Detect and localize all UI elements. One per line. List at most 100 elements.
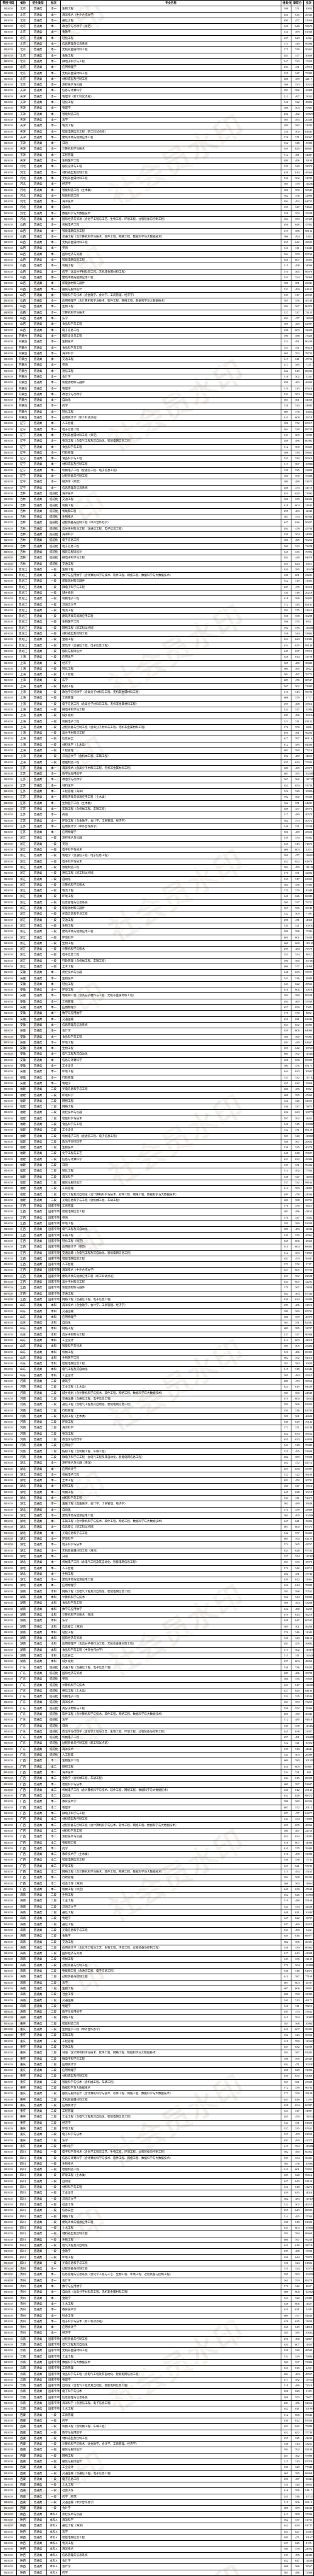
table-row: B10158福建普通类二段食品科学与工程546515108380 xyxy=(1,1122,314,1128)
cell: B10158 xyxy=(1,777,17,783)
cell: 29218 xyxy=(304,415,314,421)
cell: 634 xyxy=(291,1431,304,1437)
cell: 118865 xyxy=(304,1133,314,1139)
cell: 109847 xyxy=(304,2021,314,2026)
table-row: B10158贵州普通类本一电子科学与技术（新工科试点班）62862512830 xyxy=(1,2318,314,2324)
cell: 81920 xyxy=(304,2219,314,2225)
cell: B10158 xyxy=(1,1390,17,1396)
cell: 6262 xyxy=(304,35,314,41)
cell: 湖南 xyxy=(17,1618,30,1624)
cell: B10158 xyxy=(1,182,17,187)
cell: B10158 xyxy=(1,2149,17,2155)
cell: 本一 xyxy=(47,24,61,30)
cell: 纺织工程（土木类） xyxy=(61,1413,281,1419)
cell: 普通类 xyxy=(30,1174,47,1180)
cell: 539 xyxy=(281,292,291,298)
cell: B10158 xyxy=(1,520,17,526)
table-row: B10158浙江普通类一段电子信息工程5535349032 xyxy=(1,952,314,958)
cell: 工业工程 xyxy=(61,2354,281,2359)
cell: 普通类 xyxy=(30,1285,47,1291)
cell: 96979 xyxy=(304,269,314,274)
cell: 20791 xyxy=(304,1478,314,1484)
table-row: B10158辽宁普通类本一人工智能58157265917 xyxy=(1,421,314,427)
cell: 四川 xyxy=(17,2260,30,2266)
cell: 陕西 xyxy=(17,2523,30,2529)
cell: 56209 xyxy=(304,1624,314,1629)
cell: 611 xyxy=(281,2038,291,2044)
cell: 73084 xyxy=(304,2359,314,2365)
cell: 二段 xyxy=(47,1898,61,1904)
cell: 普通类 xyxy=(30,2295,47,2301)
cell: 广东 xyxy=(17,1753,30,1758)
cell: 92939 xyxy=(304,2044,314,2050)
cell: 500 xyxy=(281,1063,291,1069)
table-row: B10158四川普通类一段环境工程（土木类）65962896612 xyxy=(1,2173,314,2178)
cell: 8982 xyxy=(304,1087,314,1092)
cell: 28509 xyxy=(304,292,314,298)
table-row: B10158福建普通类二段网络工程54152652595 xyxy=(1,1098,314,1104)
table-row: B10158广东普通类提前批政治学与行政学（含化学工程与工艺、生物工程、环境工程… xyxy=(1,1729,314,1734)
cell: B10158 xyxy=(1,2068,17,2073)
cell: 582 xyxy=(281,818,291,823)
cell: 二段 xyxy=(47,1408,61,1413)
cell: 普通类 xyxy=(30,1227,47,1232)
cell: 516 xyxy=(281,1852,291,1857)
cell: 普通类 xyxy=(30,2570,47,2575)
cell: 普通类 xyxy=(30,1845,47,1851)
cell: 659 xyxy=(281,2173,291,2178)
cell: 陕西 xyxy=(17,2541,30,2546)
cell: 511 xyxy=(291,2003,304,2009)
cell: 无机非金属材料工程 xyxy=(61,175,281,181)
cell: 测控技术与仪器 xyxy=(61,82,281,88)
cell: 4203 xyxy=(304,847,314,853)
cell: 本一 xyxy=(47,82,61,88)
cell: B10158 xyxy=(1,1916,17,1921)
cell: 527 xyxy=(281,2132,291,2138)
cell: 78889 xyxy=(304,1583,314,1589)
cell: 计算机科学与技术 xyxy=(61,1682,281,1688)
cell: 普通类 xyxy=(30,1536,47,1542)
cell: 108352 xyxy=(304,2330,314,2336)
cell: 二段 xyxy=(47,1420,61,1425)
cell: 620 xyxy=(281,2342,291,2348)
cell: B10158 xyxy=(1,106,17,111)
cell: 普通类 xyxy=(30,660,47,666)
cell: 高分子材料与工程 xyxy=(61,1280,281,1285)
cell: 551 xyxy=(291,871,304,876)
cell: 一段 xyxy=(47,899,61,905)
cell: 534 xyxy=(291,1817,304,1822)
cell: 湖南 xyxy=(17,1595,30,1600)
cell: B10158 xyxy=(1,806,17,812)
cell: 二段 xyxy=(47,2102,61,2108)
cell: 普通类 xyxy=(30,1209,47,1215)
cell: B10158 xyxy=(1,333,17,339)
cell: 普通类 xyxy=(30,2237,47,2242)
cell: 西藏 xyxy=(17,2482,30,2488)
table-row: B10158浙江普通类一段电子科学与技术65265261876 xyxy=(1,859,314,864)
cell: 517 xyxy=(291,292,304,298)
cell: 普通类 xyxy=(30,467,47,473)
table-row: B10158天津普通类本一生物医学工程49949619199 xyxy=(1,158,314,164)
cell: 本一 xyxy=(47,1057,61,1063)
cell: 93295 xyxy=(304,2050,314,2056)
cell: B10158 xyxy=(1,2167,17,2173)
cell: 法学 xyxy=(61,1618,281,1624)
cell: 512 xyxy=(281,1717,291,1723)
table-row: B10158广西普通类本二海洋技术534531169 xyxy=(1,1769,314,1775)
cell: 湖南 xyxy=(17,1606,30,1612)
cell: 食品科学与工程 xyxy=(61,1034,281,1040)
cell: 会计学 xyxy=(61,374,281,380)
cell: 513 xyxy=(291,1997,304,2003)
cell: 657 xyxy=(281,1005,291,1011)
cell: 本一 xyxy=(47,981,61,987)
cell: 631 xyxy=(281,1764,291,1769)
cell: 普通类 xyxy=(30,2196,47,2202)
cell: 广西 xyxy=(17,1776,30,1781)
cell: 648 xyxy=(281,970,291,976)
cell: 福建 xyxy=(17,1104,30,1110)
cell: B10158 xyxy=(1,1910,17,1916)
cell: 580 xyxy=(291,993,304,999)
cell: 河北 xyxy=(17,199,30,205)
cell: 637 xyxy=(281,2044,291,2050)
cell: 530 xyxy=(281,590,291,595)
